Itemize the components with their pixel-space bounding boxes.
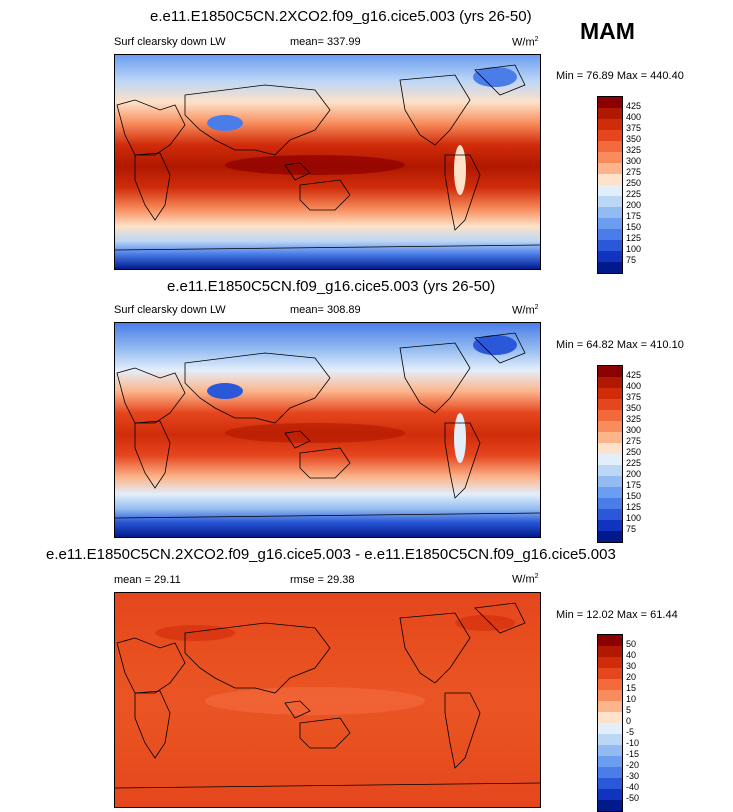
colorbar-label: 175 xyxy=(626,211,642,221)
panel3-minmax: Min = 12.02 Max = 61.44 xyxy=(556,609,678,621)
panel3-units: W/m2 xyxy=(512,573,539,586)
colorbar-label: 350 xyxy=(626,134,642,144)
panel1-minmax: Min = 76.89 Max = 440.40 xyxy=(556,70,684,82)
panel2-variable-label: Surf clearsky down LW xyxy=(114,304,226,316)
colorbar-label: -15 xyxy=(626,749,640,759)
panel1-units: W/m2 xyxy=(512,36,539,49)
panel2-minmax: Min = 64.82 Max = 410.10 xyxy=(556,339,684,351)
colorbar-label: 150 xyxy=(626,491,642,501)
colorbar-label: 5 xyxy=(626,705,632,715)
colorbar-label: 350 xyxy=(626,403,642,413)
colorbar-label: 250 xyxy=(626,178,642,188)
panel1-map xyxy=(114,54,541,270)
colorbar-label: 250 xyxy=(626,447,642,457)
colorbar-label: 20 xyxy=(626,672,637,682)
colorbar-label: 325 xyxy=(626,145,642,155)
colorbar-label: 375 xyxy=(626,392,642,402)
panel1-mean-label: mean= 337.99 xyxy=(290,36,361,48)
colorbar-label: 40 xyxy=(626,650,637,660)
colorbar-label: 375 xyxy=(626,123,642,133)
colorbar-label: 425 xyxy=(626,101,642,111)
colorbar-label: 125 xyxy=(626,233,642,243)
colorbar-label: 200 xyxy=(626,469,642,479)
colorbar-label: 325 xyxy=(626,414,642,424)
panel1-variable-label: Surf clearsky down LW xyxy=(114,36,226,48)
colorbar-label: 400 xyxy=(626,381,642,391)
colorbar-label: 30 xyxy=(626,661,637,671)
panel2-mean-label: mean= 308.89 xyxy=(290,304,361,316)
panel2-title: e.e11.E1850C5CN.f09_g16.cice5.003 (yrs 2… xyxy=(167,278,496,295)
colorbar-label: 200 xyxy=(626,200,642,210)
panel1-colorbar xyxy=(597,96,623,274)
colorbar-label: 225 xyxy=(626,189,642,199)
colorbar-label: 425 xyxy=(626,370,642,380)
colorbar-label: 400 xyxy=(626,112,642,122)
colorbar-label: -30 xyxy=(626,771,640,781)
colorbar-label: 15 xyxy=(626,683,637,693)
colorbar-label: 50 xyxy=(626,639,637,649)
panel2-colorbar xyxy=(597,365,623,543)
colorbar-label: 150 xyxy=(626,222,642,232)
colorbar-label: 0 xyxy=(626,716,632,726)
colorbar-label: 175 xyxy=(626,480,642,490)
colorbar-label: 300 xyxy=(626,425,642,435)
colorbar-label: -50 xyxy=(626,793,640,803)
panel3-map xyxy=(114,592,541,808)
panel3-rmse-label: rmse = 29.38 xyxy=(290,574,355,586)
panel3-colorbar xyxy=(597,634,623,812)
colorbar-label: -20 xyxy=(626,760,640,770)
colorbar-label: 100 xyxy=(626,513,642,523)
panel3-title: e.e11.E1850C5CN.2XCO2.f09_g16.cice5.003 … xyxy=(46,546,616,563)
panel1-title: e.e11.E1850C5CN.2XCO2.f09_g16.cice5.003 … xyxy=(150,8,532,25)
colorbar-label: 75 xyxy=(626,255,637,265)
season-label: MAM xyxy=(580,18,635,44)
colorbar-label: 275 xyxy=(626,167,642,177)
colorbar-label: -10 xyxy=(626,738,640,748)
colorbar-label: 100 xyxy=(626,244,642,254)
panel3-mean-label: mean = 29.11 xyxy=(114,574,181,586)
colorbar-label: -5 xyxy=(626,727,635,737)
colorbar-label: 125 xyxy=(626,502,642,512)
colorbar-label: 225 xyxy=(626,458,642,468)
colorbar-label: 10 xyxy=(626,694,637,704)
panel2-units: W/m2 xyxy=(512,304,539,317)
colorbar-label: 275 xyxy=(626,436,642,446)
panel2-map xyxy=(114,322,541,538)
colorbar-label: -40 xyxy=(626,782,640,792)
colorbar-label: 300 xyxy=(626,156,642,166)
colorbar-label: 75 xyxy=(626,524,637,534)
